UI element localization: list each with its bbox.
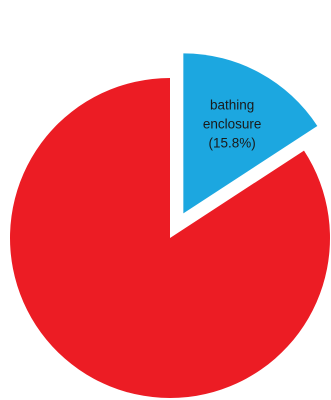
slice-label-bathing-enclosure: bathing enclosure (15.8%) — [203, 97, 262, 150]
slice-label-line: bathing — [210, 97, 254, 112]
pie-slice-main — [10, 78, 331, 399]
pie-slice-bathing-enclosure — [183, 53, 318, 214]
slice-label-line: (15.8%) — [208, 135, 255, 150]
slice-label-line: enclosure — [203, 116, 262, 131]
